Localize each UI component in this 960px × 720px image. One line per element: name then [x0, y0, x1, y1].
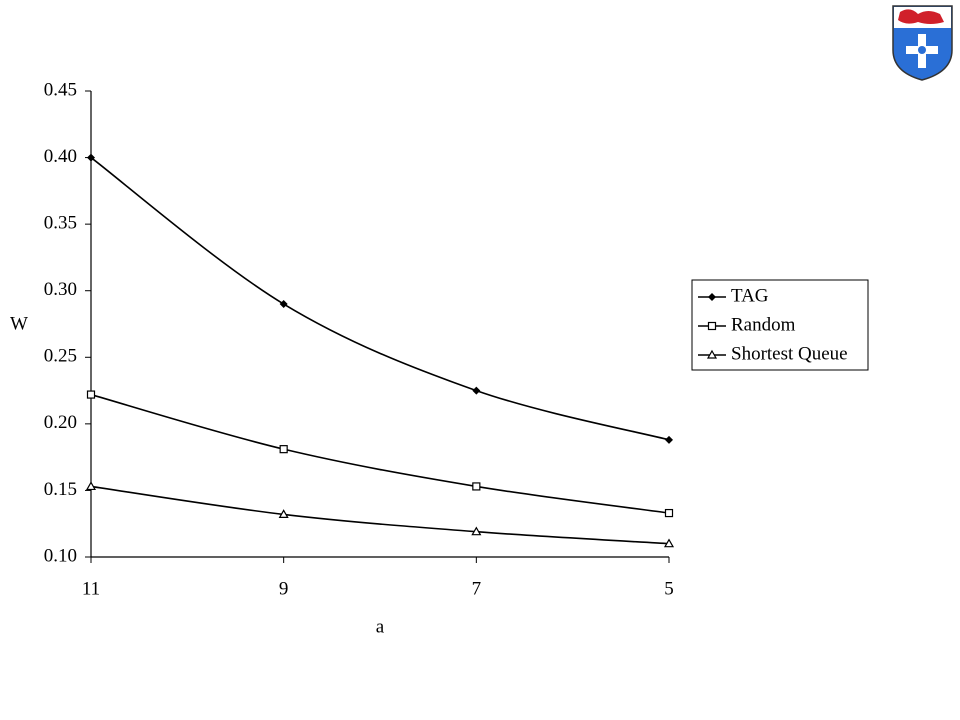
y-tick-label: 0.40 [44, 146, 77, 167]
marker [706, 349, 718, 359]
y-tick-label: 0.25 [44, 346, 77, 367]
y-tick-label: 0.30 [44, 279, 77, 300]
marker [708, 293, 716, 301]
line [90, 156, 670, 441]
y-tick-label: 0.15 [44, 479, 77, 500]
marker [471, 526, 482, 536]
marker [85, 481, 97, 491]
marker [86, 390, 96, 399]
y-tick-label: 0.35 [44, 213, 77, 234]
legend-label: Random [731, 314, 796, 335]
y-tick-label: 0.20 [44, 412, 77, 433]
x-axis-label: a [376, 616, 385, 637]
line [90, 485, 670, 545]
x-tick-label: 5 [664, 578, 674, 599]
marker [664, 508, 674, 518]
marker [279, 445, 288, 454]
marker [87, 153, 95, 162]
logo [892, 5, 953, 81]
x-tick-label: 7 [472, 578, 482, 599]
marker [663, 538, 675, 548]
marker [278, 509, 289, 518]
x-tick-label: 9 [279, 578, 289, 599]
y-tick-label: 0.45 [44, 79, 77, 100]
marker [472, 482, 481, 491]
y-tick-label: 0.10 [44, 545, 77, 566]
legend-label: TAG [731, 285, 769, 306]
marker [472, 386, 481, 395]
marker [707, 321, 717, 331]
y-axis-label: W [10, 313, 28, 334]
x-tick-label: 11 [82, 578, 100, 599]
legend-label: Shortest Queue [731, 343, 848, 364]
marker [279, 300, 288, 309]
line [90, 393, 670, 514]
marker [665, 435, 673, 444]
legend [691, 279, 869, 371]
